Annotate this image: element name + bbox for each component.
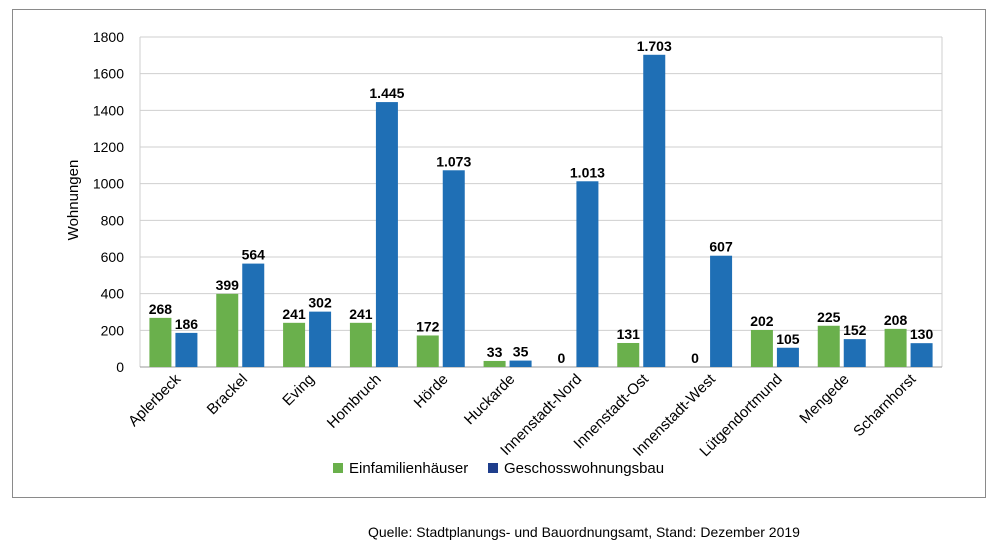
bar-einfamilienhaeuser [750,329,773,367]
y-tick-label: 600 [101,249,125,265]
y-tick-label: 1800 [93,29,124,45]
bar-geschosswohnungsbau [843,339,866,367]
bar-geschosswohnungsbau [776,347,799,367]
x-tick-label: Aplerbeck [125,370,185,430]
data-label: 105 [776,331,800,347]
data-label: 1.013 [570,164,605,180]
data-label: 130 [910,326,934,342]
data-label: 268 [149,301,173,317]
bar-einfamilienhaeuser [149,317,172,367]
data-label: 1.073 [436,153,471,169]
x-tick-label: Brackel [204,371,251,418]
y-tick-label: 1200 [93,139,124,155]
data-label: 35 [513,344,529,360]
data-label: 0 [691,350,699,366]
data-label: 399 [216,277,240,293]
bar-geschosswohnungsbau [509,360,532,367]
data-label: 33 [487,344,503,360]
bar-geschosswohnungsbau [576,181,599,367]
x-tick-label: Mengede [796,371,852,427]
data-label: 302 [308,295,332,311]
data-label: 241 [282,306,306,322]
x-tick-label: Hombruch [324,371,385,432]
bars [149,54,933,368]
data-label: 152 [843,322,867,338]
bar-einfamilienhaeuser [483,360,506,367]
bar-einfamilienhaeuser [617,342,640,367]
y-tick-label: 0 [116,359,124,375]
data-label: 607 [709,239,733,255]
x-tick-label: Hörde [411,371,452,412]
legend: Einfamilienhäuser Geschosswohnungsbau [333,460,664,477]
bar-einfamilienhaeuser [817,325,840,367]
y-tick-label: 1000 [93,176,124,192]
y-tick-label: 800 [101,212,125,228]
bar-geschosswohnungsbau [242,263,265,367]
bar-geschosswohnungsbau [375,102,398,367]
chart-frame [12,9,986,498]
y-tick-label: 400 [101,286,125,302]
y-axis-label: Wohnungen [65,160,82,241]
legend-label: Einfamilienhäuser [349,460,468,477]
data-label: 225 [817,309,841,325]
bar-geschosswohnungsbau [643,54,666,368]
data-label: 1.445 [369,85,404,101]
data-label: 202 [750,313,774,329]
bar-einfamilienhaeuser [884,328,907,367]
gridlines [139,36,943,368]
y-tick-labels: 0 200 400 600 800 1000 1200 1400 1600 1800 [93,29,124,375]
legend-label: Geschosswohnungsbau [504,460,664,477]
bar-geschosswohnungsbau [710,255,733,367]
x-tick-label: Huckarde [461,371,518,428]
data-label: 172 [416,318,440,334]
x-tick-labels: Aplerbeck Brackel Eving Hombruch Hörde Huckar… [125,370,920,460]
data-label: 208 [884,312,908,328]
source-note: Quelle: Stadtplanungs- und Bauordnungsam… [368,524,800,540]
data-label: 186 [175,316,199,332]
y-tick-label: 1600 [93,66,124,82]
y-tick-label: 200 [101,322,125,338]
legend-swatch [488,463,498,473]
bar-einfamilienhaeuser [416,335,439,367]
data-label: 131 [617,326,641,342]
bar-einfamilienhaeuser [283,322,306,367]
bar-einfamilienhaeuser [349,322,372,367]
legend-swatch [333,463,343,473]
y-tick-label: 1400 [93,102,124,118]
data-label: 1.703 [637,38,672,54]
bar-geschosswohnungsbau [175,332,198,367]
data-label: 241 [349,306,373,322]
bar-geschosswohnungsbau [442,170,465,367]
x-tick-label: Eving [279,371,318,410]
bar-geschosswohnungsbau [309,311,332,367]
data-label: 0 [558,350,566,366]
data-label: 564 [242,247,266,263]
bar-geschosswohnungsbau [910,343,933,367]
bar-einfamilienhaeuser [216,293,239,367]
x-tick-label: Scharnhorst [850,370,920,440]
